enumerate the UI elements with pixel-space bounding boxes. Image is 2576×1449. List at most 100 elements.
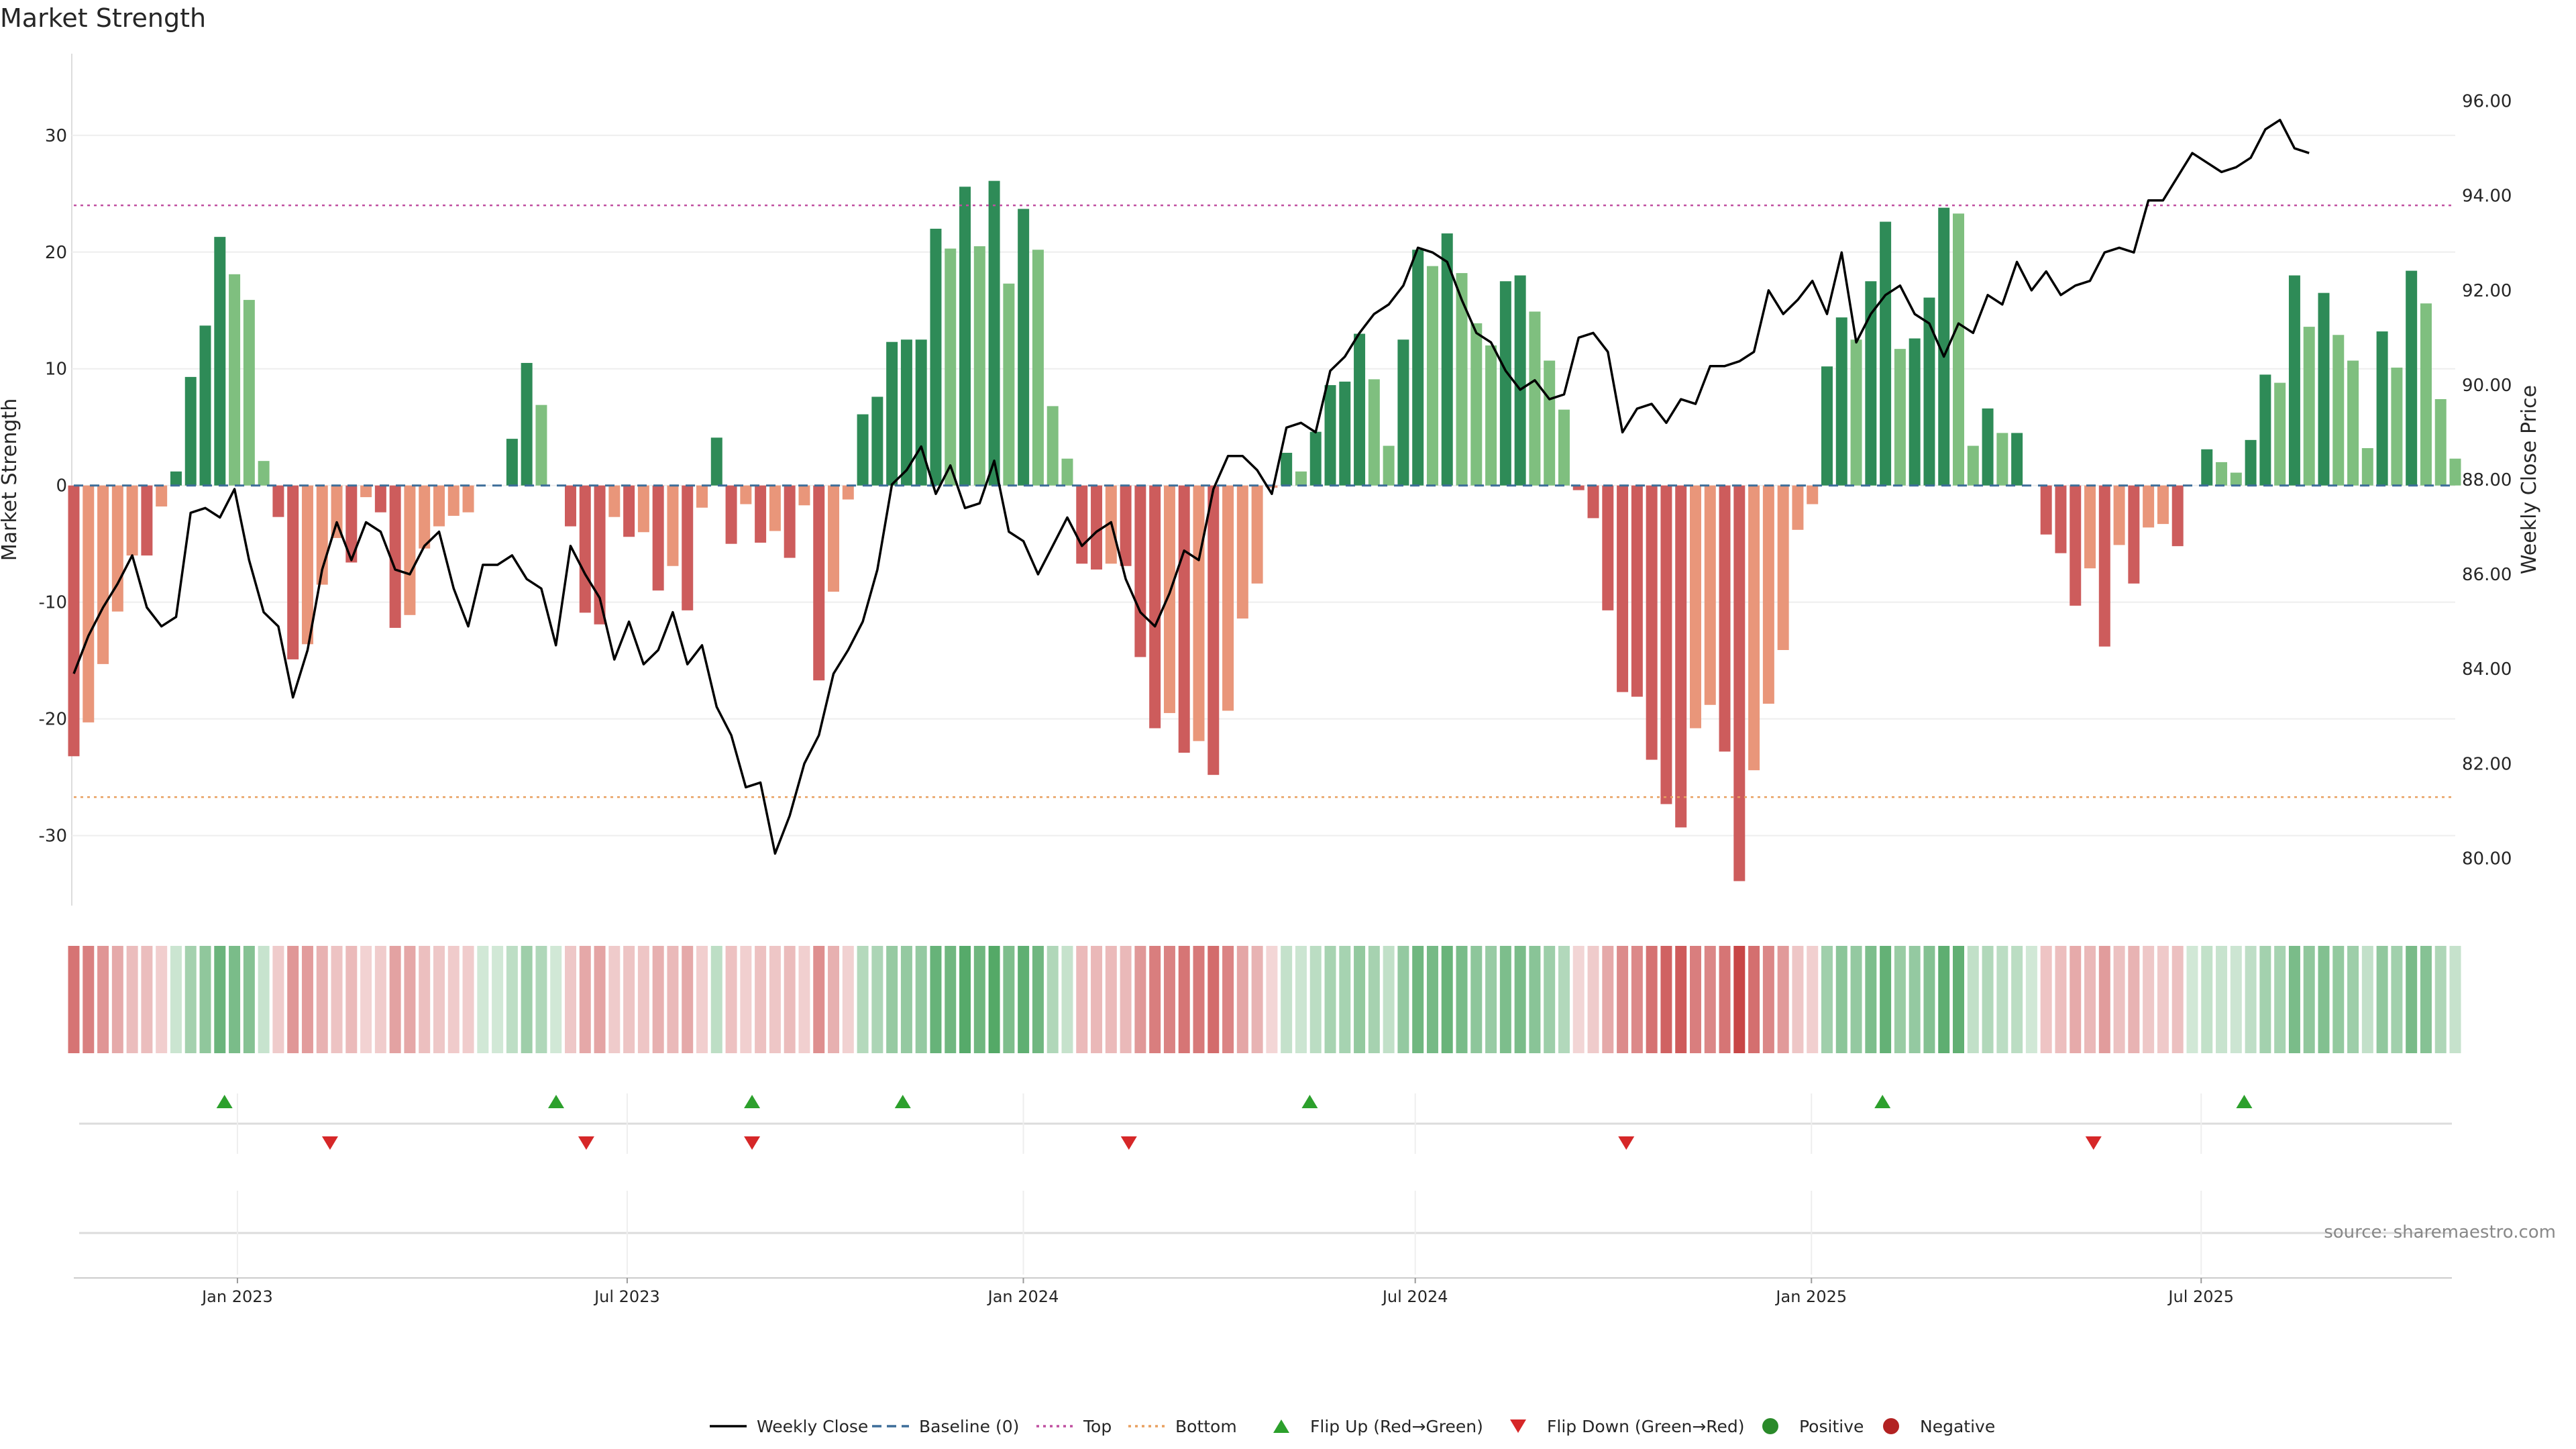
strength-bar xyxy=(1631,485,1643,697)
heat-cell xyxy=(1193,946,1205,1053)
heat-cell xyxy=(2055,946,2067,1053)
strength-bar xyxy=(243,300,255,486)
legend-label: Flip Up (Red→Green) xyxy=(1310,1417,1483,1436)
heat-cell xyxy=(1938,946,1950,1053)
heat-cell xyxy=(1456,946,1468,1053)
strength-bar xyxy=(1456,273,1468,486)
strength-bar xyxy=(111,485,123,612)
right-tick-label: 80.00 xyxy=(2462,849,2512,869)
strength-bar xyxy=(1762,485,1774,704)
heat-cell xyxy=(1953,946,1965,1053)
strength-bar xyxy=(828,485,840,592)
heat-cell xyxy=(842,946,854,1053)
heat-cell xyxy=(1689,946,1701,1053)
strength-bar xyxy=(2434,398,2447,486)
strength-bar xyxy=(1792,485,1804,530)
strength-bar xyxy=(1046,406,1059,486)
strength-bar xyxy=(301,485,313,645)
strength-bar xyxy=(1178,485,1190,753)
heat-cell xyxy=(111,946,123,1053)
strength-bar xyxy=(1281,452,1293,486)
heat-cell xyxy=(871,946,883,1053)
heat-cell xyxy=(667,946,679,1053)
heat-cell xyxy=(229,946,241,1053)
heat-cell xyxy=(2347,946,2359,1053)
heat-cell xyxy=(710,946,722,1053)
heat-cell xyxy=(1383,946,1395,1053)
heat-cell xyxy=(682,946,694,1053)
heat-cell xyxy=(2274,946,2286,1053)
heat-cell xyxy=(1909,946,1921,1053)
heat-cell xyxy=(1397,946,1409,1053)
heat-cell xyxy=(2391,946,2403,1053)
legend-label: Bottom xyxy=(1175,1417,1237,1436)
flip-up-marker xyxy=(547,1095,564,1108)
strength-bar xyxy=(1236,485,1248,619)
heat-cell xyxy=(959,946,971,1053)
strength-bar xyxy=(1426,266,1438,486)
strength-bar xyxy=(1587,485,1599,519)
heat-cell xyxy=(492,946,504,1053)
strength-bar xyxy=(433,485,445,527)
heat-cell xyxy=(696,946,708,1053)
right-tick-label: 94.00 xyxy=(2462,186,2512,207)
flip-down-marker xyxy=(744,1136,761,1150)
strength-bar xyxy=(2361,448,2373,486)
strength-bar xyxy=(798,485,810,506)
heat-cell xyxy=(1339,946,1351,1053)
heat-cell xyxy=(740,946,752,1053)
heat-cell xyxy=(1032,946,1044,1053)
legend-label: Flip Down (Green→Red) xyxy=(1547,1417,1745,1436)
strength-bar xyxy=(2128,485,2140,584)
strength-bar xyxy=(1807,485,1819,504)
heat-cell xyxy=(1368,946,1380,1053)
heat-cell xyxy=(477,946,489,1053)
heat-cell xyxy=(521,946,533,1053)
strength-bar xyxy=(1529,311,1541,486)
strength-bar xyxy=(156,485,168,507)
strength-bar xyxy=(506,439,518,486)
strength-bar xyxy=(2303,327,2315,486)
heat-cell xyxy=(1923,946,1935,1053)
right-tick-label: 90.00 xyxy=(2462,376,2512,396)
heat-cell xyxy=(535,946,547,1053)
strength-bar xyxy=(1982,408,1994,486)
strength-bar xyxy=(83,485,95,722)
heat-cell xyxy=(1208,946,1220,1053)
heat-cell xyxy=(2128,946,2140,1053)
legend-swatch xyxy=(1762,1418,1778,1434)
heat-cell xyxy=(2332,946,2345,1053)
right-tick-label: 92.00 xyxy=(2462,281,2512,301)
heat-cell xyxy=(1470,946,1483,1053)
flip-up-marker xyxy=(1874,1095,1891,1108)
heat-cell xyxy=(83,946,95,1053)
strength-bar xyxy=(345,485,358,563)
flip-down-marker xyxy=(321,1136,338,1150)
heat-cell xyxy=(1251,946,1263,1053)
strength-bar xyxy=(1295,471,1307,486)
strength-bar xyxy=(1441,233,1453,486)
heat-cell xyxy=(1967,946,1979,1053)
heat-cell xyxy=(97,946,109,1053)
strength-bar xyxy=(594,485,606,625)
strength-bar xyxy=(2011,433,2023,486)
heat-cell xyxy=(988,946,1000,1053)
heat-cell xyxy=(2011,946,2023,1053)
flip-up-marker xyxy=(2236,1095,2253,1108)
strength-bar xyxy=(973,246,985,486)
left-tick-label: 0 xyxy=(56,476,67,496)
date-tick-label: Jul 2023 xyxy=(593,1287,660,1306)
strength-bar xyxy=(769,485,781,531)
strength-bar xyxy=(1835,317,1847,486)
heat-cell xyxy=(1719,946,1731,1053)
strength-bar xyxy=(2055,485,2067,553)
heat-cell xyxy=(1309,946,1322,1053)
heat-cell xyxy=(1894,946,1906,1053)
heat-cell xyxy=(930,946,942,1053)
heat-cell xyxy=(1354,946,1366,1053)
strength-bar xyxy=(1923,297,1935,486)
left-tick-label: -10 xyxy=(39,593,67,613)
heat-cell xyxy=(1163,946,1175,1053)
strength-bar xyxy=(1134,485,1146,657)
left-tick-label: 30 xyxy=(45,126,67,146)
